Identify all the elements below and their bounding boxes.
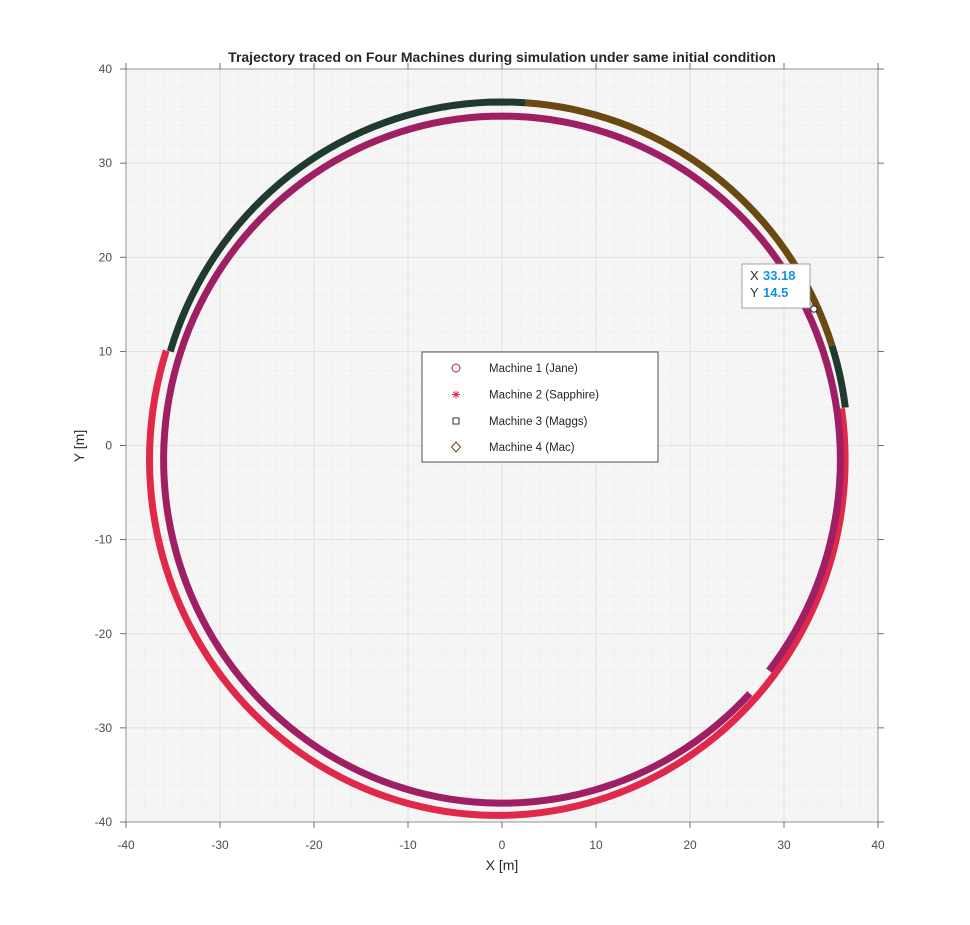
chart-title: Trajectory traced on Four Machines durin… [228,49,776,65]
legend-label-machine-4: Machine 4 (Mac) [489,442,575,454]
series-machine-1-trajectory [160,112,844,807]
y-tick-label: 40 [99,62,113,76]
y-tick-label: 30 [99,156,113,170]
y-tick-label: 10 [99,344,113,358]
datatip-x-key: X [750,268,759,283]
axis-ticks [120,63,884,828]
y-tick-label: 20 [99,250,113,264]
legend-entry-machine-1: Machine 1 (Jane) [451,363,578,375]
datatip-point[interactable] [810,305,818,313]
datatip-x-value: 33.18 [763,268,796,283]
legend-label-machine-2: Machine 2 (Sapphire) [489,390,599,402]
y-tick-label: -30 [95,721,113,735]
tick-labels: -40 -30 -20 -10 0 10 20 30 40 -40 -30 -20 -10 0 10 20 30… [95,62,885,852]
diamond-marker-icon [450,441,462,453]
x-tick-label: 10 [589,838,603,852]
legend-entry-machine-4: Machine 4 (Mac) [450,441,575,454]
y-tick-label: 0 [105,439,112,453]
legend-label-machine-1: Machine 1 (Jane) [489,363,578,375]
x-tick-label: 40 [871,838,885,852]
y-tick-label: -10 [95,533,113,547]
y-axis-label: Y [m] [71,430,87,462]
x-tick-label: 20 [683,838,697,852]
x-tick-label: 30 [777,838,791,852]
legend[interactable]: Machine 1 (Jane) Machine 2 (Sapphire) Ma… [421,351,659,463]
datatip-y-key: Y [750,285,759,300]
legend-entry-machine-2: Machine 2 (Sapphire) [452,390,599,402]
y-tick-label: -40 [95,815,113,829]
x-tick-label: -10 [399,838,417,852]
datatip-box [741,263,811,309]
series-machine-2-trajectory [145,349,849,819]
legend-label-machine-3: Machine 3 (Maggs) [489,416,588,428]
circle-marker-icon [451,363,461,373]
datatip-y-value: 14.5 [763,285,788,300]
square-marker-icon [452,417,460,425]
x-tick-label: 0 [499,838,506,852]
datatip[interactable]: X 33.18 Y 14.5 [741,263,818,313]
series-machine-3-trajectory-top [166,98,526,353]
x-tick-label: -40 [117,838,135,852]
legend-box [421,351,659,463]
asterisk-marker-icon [452,390,460,399]
y-tick-label: -20 [95,627,113,641]
x-axis-label: X [m] [486,857,519,873]
x-tick-label: -30 [211,838,229,852]
legend-entry-machine-3: Machine 3 (Maggs) [452,416,588,428]
series-machine-3-trajectory-right [828,344,849,409]
x-tick-label: -20 [305,838,323,852]
